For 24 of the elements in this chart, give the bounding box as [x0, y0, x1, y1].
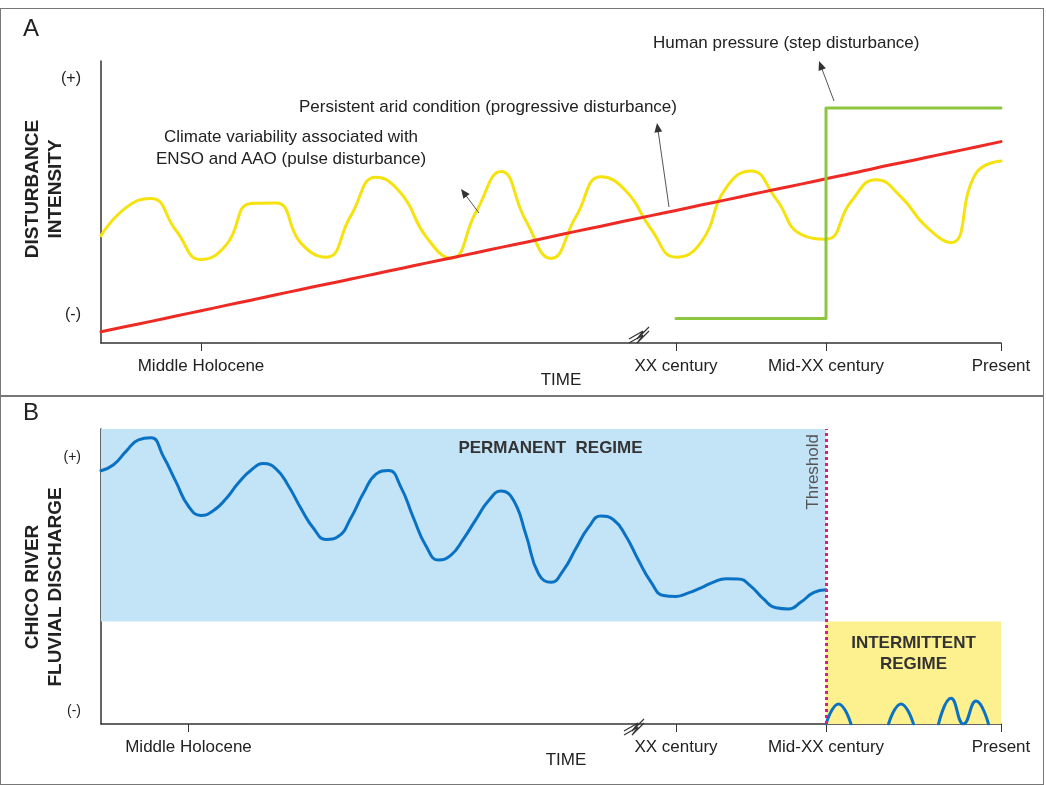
series-label: Climate variability associated with ENSO and AAO (pulse disturbance)	[155, 126, 427, 168]
x-tick-label: Middle Holocene	[125, 737, 252, 756]
text: Human pressure (step disturbance)	[653, 32, 920, 52]
text: (-)	[67, 702, 82, 718]
y-axis-title: DISTURBANCE INTENSITY	[21, 119, 65, 259]
text: A	[23, 13, 40, 41]
x-tick-label: Mid-XX century	[767, 356, 885, 375]
y-axis-title: CHICO RIVER FLUVIAL DISCHARGE	[21, 487, 65, 687]
text: B	[23, 397, 40, 425]
x-axis-title: TIME	[545, 749, 587, 769]
x-tick-label: Mid-XX century	[767, 737, 885, 756]
text: (+)	[61, 68, 81, 86]
text: Persistent arid condition (progressive disturbance)	[299, 96, 677, 116]
x-tick-label: Present	[971, 737, 1031, 756]
text: (-)	[65, 304, 81, 322]
ref-line-label: Threshold	[803, 434, 822, 510]
text: (+)	[63, 448, 81, 464]
x-tick-label: XX century	[634, 356, 719, 375]
x-axis-title: TIME	[540, 369, 582, 389]
x-tick-label: XX century	[634, 737, 719, 756]
band-label: INTERMITTENT REGIME	[851, 632, 977, 673]
x-tick-label: Middle Holocene	[137, 356, 265, 375]
x-tick-label: Present	[971, 356, 1031, 375]
band-label: PERMANENT REGIME	[458, 438, 643, 457]
